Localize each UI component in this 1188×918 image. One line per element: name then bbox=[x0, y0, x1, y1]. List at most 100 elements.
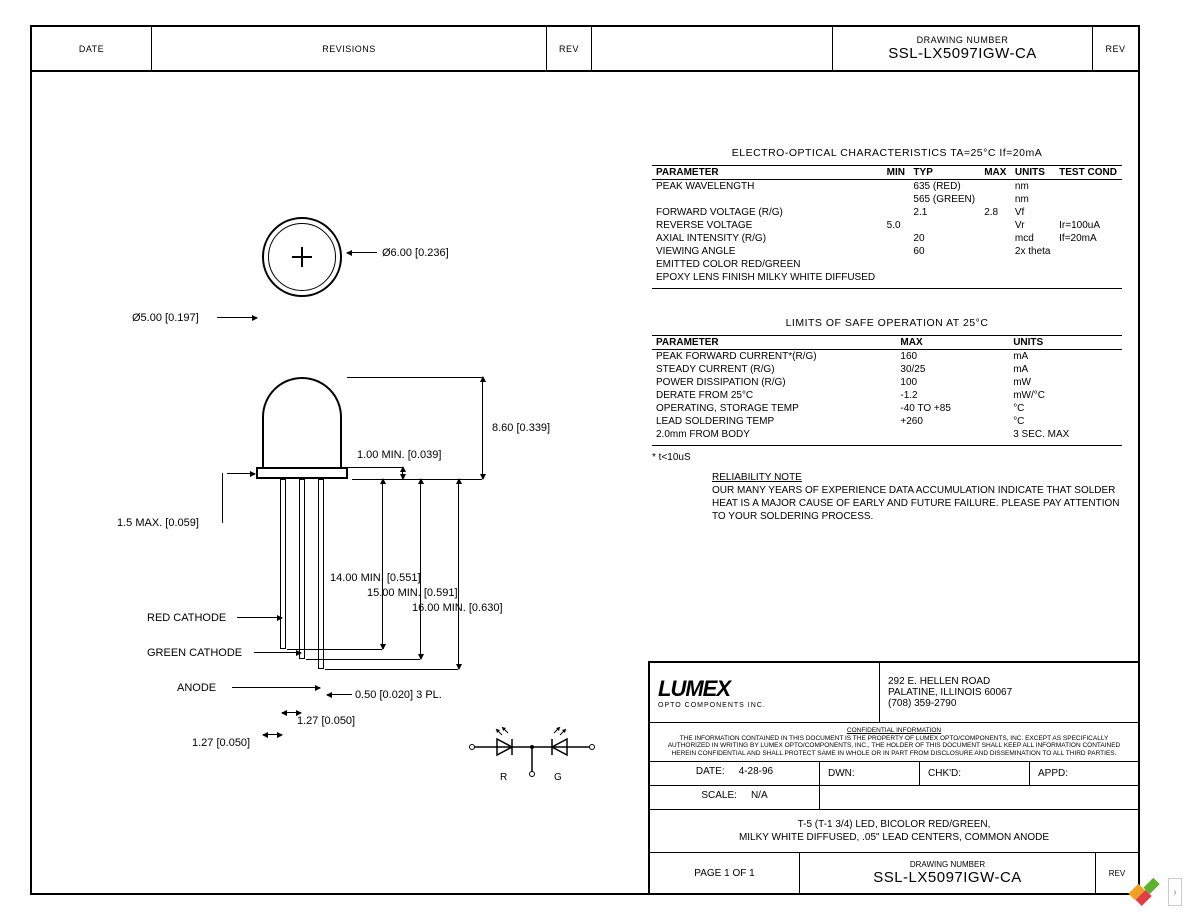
dim-lead-sq: 0.50 [0.020] 3 PL. bbox=[355, 689, 442, 701]
leader-redc bbox=[237, 617, 282, 618]
limits-title: LIMITS OF SAFE OPERATION AT 25°C bbox=[652, 317, 1122, 329]
page-label: PAGE 1 OF 1 bbox=[694, 868, 754, 879]
eo-col-header: PARAMETER bbox=[652, 166, 883, 180]
tb-scale: SCALE: N/A bbox=[650, 786, 820, 809]
conf-hdr: CONFIDENTIAL INFORMATION bbox=[660, 727, 1128, 734]
leader-dia-outer bbox=[347, 252, 377, 253]
tb-address: 292 E. HELLEN ROAD PALATINE, ILLINOIS 60… bbox=[880, 663, 1138, 722]
table-row: LEAD SOLDERING TEMP+260°C bbox=[652, 415, 1122, 428]
top-header-strip: DATE REVISIONS REV DRAWING NUMBER SSL-LX… bbox=[32, 27, 1138, 72]
dim-pitch-b: 1.27 [0.050] bbox=[192, 737, 250, 749]
dimline-l15 bbox=[420, 479, 421, 659]
dimline-l16 bbox=[458, 479, 459, 669]
limits-col-header: UNITS bbox=[1009, 336, 1122, 350]
table-row: POWER DISSIPATION (R/G)100mW bbox=[652, 376, 1122, 389]
eo-col-header: TEST COND bbox=[1055, 166, 1122, 180]
dim-l16: 16.00 MIN. [0.630] bbox=[412, 602, 503, 614]
top-view-circle bbox=[262, 217, 352, 307]
scale-label: SCALE: bbox=[701, 790, 737, 805]
scale-val: N/A bbox=[751, 790, 768, 805]
hdr-rev-label: REV bbox=[559, 44, 579, 54]
table-row: PEAK WAVELENGTH635 (RED)nm bbox=[652, 180, 1122, 194]
eo-col-header: MAX bbox=[980, 166, 1011, 180]
table-row: REVERSE VOLTAGE5.0VrIr=100uA bbox=[652, 219, 1122, 232]
chevron-right-icon: › bbox=[1173, 887, 1176, 898]
limits-table-wrap: PARAMETERMAXUNITS PEAK FORWARD CURRENT*(… bbox=[652, 335, 1122, 446]
hdr-dn-value: SSL-LX5097IGW-CA bbox=[888, 45, 1037, 62]
dimline-pitch-a bbox=[282, 712, 301, 713]
limits-col-header: MAX bbox=[896, 336, 1009, 350]
dimline-height bbox=[482, 377, 483, 479]
tb-scale-blank bbox=[820, 786, 1138, 809]
limits-table: PARAMETERMAXUNITS PEAK FORWARD CURRENT*(… bbox=[652, 335, 1122, 441]
dim-l14: 14.00 MIN. [0.551] bbox=[330, 572, 421, 584]
table-row: 565 (GREEN)nm bbox=[652, 193, 1122, 206]
leader-flange-v bbox=[222, 473, 223, 523]
date-val: 4-28-96 bbox=[739, 766, 773, 781]
label-red-cathode: RED CATHODE bbox=[147, 612, 226, 624]
eo-col-header: MIN bbox=[883, 166, 910, 180]
leader-dia-inner bbox=[217, 317, 257, 318]
tb-description: T-5 (T-1 3/4) LED, BICOLOR RED/GREEN, MI… bbox=[650, 810, 1138, 852]
eo-title: ELECTRO-OPTICAL CHARACTERISTICS TA=25°C … bbox=[652, 147, 1122, 159]
drawing-sheet: DATE REVISIONS REV DRAWING NUMBER SSL-LX… bbox=[30, 25, 1140, 895]
appd-label: APPD: bbox=[1038, 768, 1130, 779]
schematic-symbol: R G bbox=[462, 727, 602, 797]
limits-footnote: * t<10uS bbox=[652, 452, 1122, 463]
tb-dn: DRAWING NUMBER SSL-LX5097IGW-CA bbox=[800, 853, 1096, 893]
tb-logo-cell: LUMEX OPTO COMPONENTS INC. bbox=[650, 663, 880, 722]
hdr-date-label: DATE bbox=[79, 44, 104, 54]
table-row: OPERATING, STORAGE TEMP-40 TO +85°C bbox=[652, 402, 1122, 415]
company-logo-text: LUMEX bbox=[658, 676, 871, 702]
spec-column: ELECTRO-OPTICAL CHARACTERISTICS TA=25°C … bbox=[652, 147, 1122, 523]
hdr-revisions-label: REVISIONS bbox=[322, 44, 376, 54]
ext-l16 bbox=[325, 669, 458, 670]
tb-rev-label: REV bbox=[1109, 869, 1125, 878]
chkd-label: CHK'D: bbox=[928, 768, 1021, 779]
tb-chkd: CHK'D: bbox=[920, 762, 1030, 785]
dwn-label: DWN: bbox=[828, 768, 911, 779]
tb-dwn: DWN: bbox=[820, 762, 920, 785]
hdr-date-cell: DATE bbox=[32, 27, 152, 70]
dimline-pitch-b bbox=[263, 734, 282, 735]
next-page-button[interactable]: › bbox=[1168, 878, 1182, 906]
phone: (708) 359-2790 bbox=[888, 698, 1130, 709]
rel-note-title: RELIABILITY NOTE bbox=[712, 472, 802, 483]
hdr-revisions-cell: REVISIONS bbox=[152, 27, 547, 70]
table-row: EPOXY LENS FINISH MILKY WHITE DIFFUSED bbox=[652, 271, 1122, 284]
dn-label: DRAWING NUMBER bbox=[910, 860, 985, 869]
company-sub: OPTO COMPONENTS INC. bbox=[658, 702, 871, 709]
tb-page: PAGE 1 OF 1 bbox=[650, 853, 800, 893]
leader-grnc bbox=[254, 652, 301, 653]
tb-appd: APPD: bbox=[1030, 762, 1138, 785]
dn-value: SSL-LX5097IGW-CA bbox=[873, 869, 1022, 886]
table-row: PEAK FORWARD CURRENT*(R/G)160mA bbox=[652, 350, 1122, 364]
table-row: EMITTED COLOR RED/GREEN bbox=[652, 258, 1122, 271]
rel-note-body: OUR MANY YEARS OF EXPERIENCE DATA ACCUMU… bbox=[712, 485, 1120, 522]
table-row: VIEWING ANGLE602x theta bbox=[652, 245, 1122, 258]
label-anode: ANODE bbox=[177, 682, 216, 694]
dim-dia-outer: Ø6.00 [0.236] bbox=[382, 247, 449, 259]
leader-flange bbox=[227, 473, 255, 474]
viewer-logo: › bbox=[1132, 872, 1182, 912]
table-row: AXIAL INTENSITY (R/G)20mcdIf=20mA bbox=[652, 232, 1122, 245]
addr2: PALATINE, ILLINOIS 60067 bbox=[888, 687, 1130, 698]
leader-anode bbox=[232, 687, 320, 688]
hdr-rev-cell-2: REV bbox=[1093, 27, 1138, 70]
dimline-l14 bbox=[382, 479, 383, 649]
ext-l15 bbox=[306, 659, 420, 660]
hdr-drawing-number-cell: DRAWING NUMBER SSL-LX5097IGW-CA bbox=[833, 27, 1093, 70]
hdr-blank bbox=[592, 27, 833, 70]
table-row: DERATE FROM 25°C-1.2mW/°C bbox=[652, 389, 1122, 402]
dim-pitch-a: 1.27 [0.050] bbox=[297, 715, 355, 727]
eo-col-header: UNITS bbox=[1011, 166, 1055, 180]
dim-step: 1.00 MIN. [0.039] bbox=[357, 449, 441, 461]
dimline-step bbox=[402, 467, 403, 479]
dim-height: 8.60 [0.339] bbox=[492, 422, 550, 434]
schem-g: G bbox=[554, 772, 562, 783]
title-block: LUMEX OPTO COMPONENTS INC. 292 E. HELLEN… bbox=[648, 661, 1138, 893]
hdr-dn-label: DRAWING NUMBER bbox=[917, 35, 1009, 45]
side-view-led bbox=[262, 377, 352, 687]
addr1: 292 E. HELLEN ROAD bbox=[888, 676, 1130, 687]
eo-table-wrap: PARAMETERMINTYPMAXUNITSTEST COND PEAK WA… bbox=[652, 165, 1122, 289]
